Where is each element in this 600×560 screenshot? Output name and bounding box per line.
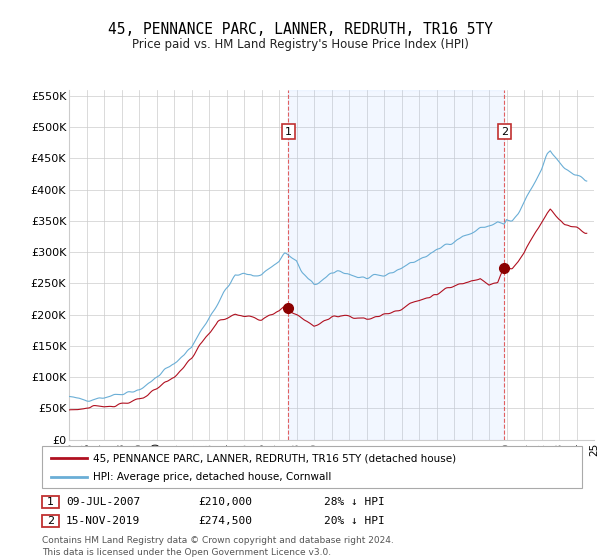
Text: £210,000: £210,000 — [198, 497, 252, 507]
Text: £274,500: £274,500 — [198, 516, 252, 526]
Text: 28% ↓ HPI: 28% ↓ HPI — [324, 497, 385, 507]
Text: 1: 1 — [47, 497, 54, 507]
Text: 09-JUL-2007: 09-JUL-2007 — [66, 497, 140, 507]
Text: HPI: Average price, detached house, Cornwall: HPI: Average price, detached house, Corn… — [93, 472, 331, 482]
Text: 2: 2 — [500, 127, 508, 137]
Text: 45, PENNANCE PARC, LANNER, REDRUTH, TR16 5TY: 45, PENNANCE PARC, LANNER, REDRUTH, TR16… — [107, 22, 493, 38]
Text: 1: 1 — [285, 127, 292, 137]
Text: 20% ↓ HPI: 20% ↓ HPI — [324, 516, 385, 526]
Text: 2: 2 — [47, 516, 54, 526]
Text: 45, PENNANCE PARC, LANNER, REDRUTH, TR16 5TY (detached house): 45, PENNANCE PARC, LANNER, REDRUTH, TR16… — [93, 453, 456, 463]
Text: 15-NOV-2019: 15-NOV-2019 — [66, 516, 140, 526]
Bar — [288, 90, 504, 440]
Text: Contains HM Land Registry data © Crown copyright and database right 2024.
This d: Contains HM Land Registry data © Crown c… — [42, 536, 394, 557]
Text: Price paid vs. HM Land Registry's House Price Index (HPI): Price paid vs. HM Land Registry's House … — [131, 38, 469, 51]
